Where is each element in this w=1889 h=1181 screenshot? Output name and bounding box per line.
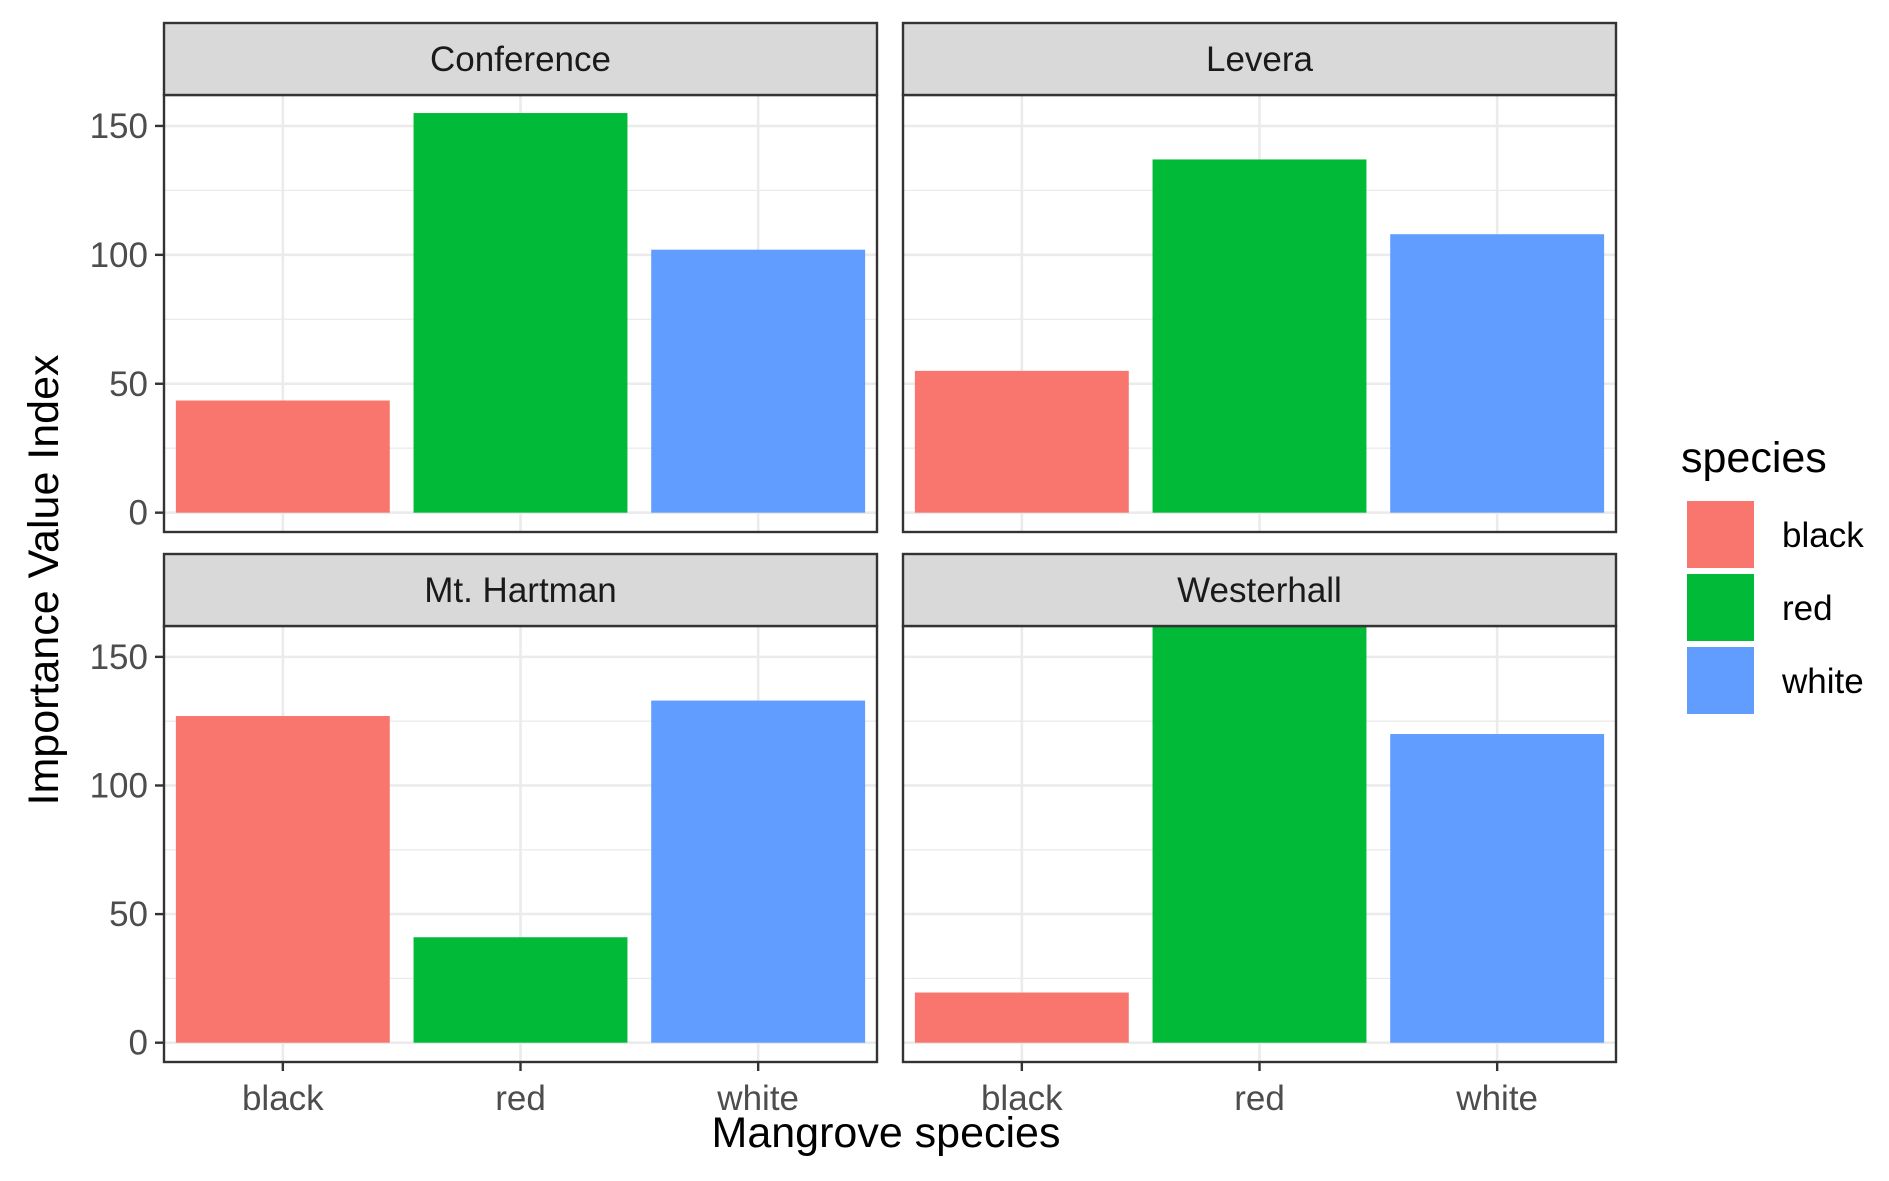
legend-key-red — [1687, 574, 1754, 641]
bar-conference-black — [175, 400, 390, 513]
panel-conference: Conference 0 50 100 150 — [90, 21, 879, 534]
facet-strip-label: Conference — [430, 40, 611, 79]
facet-strip-label: Mt. Hartman — [424, 571, 617, 610]
x-tick-label: red — [495, 1079, 546, 1118]
bar-conference-white — [651, 249, 866, 513]
bar-levera-red — [1152, 159, 1367, 513]
x-tick-label: red — [1234, 1079, 1285, 1118]
bar-mt-hartman-red — [413, 937, 628, 1043]
y-tick-label: 0 — [129, 1024, 148, 1063]
y-tick-label: 100 — [90, 236, 148, 275]
legend-label-white: white — [1781, 662, 1864, 701]
bar-mt-hartman-black — [175, 716, 390, 1043]
panel-levera: Levera — [901, 21, 1618, 534]
legend-title: species — [1681, 434, 1827, 482]
facet-panels: Conference 0 50 100 150 Levera Mt. Hartman 0 50 1… — [90, 21, 1618, 1118]
legend-label-black: black — [1782, 516, 1864, 555]
x-tick-label: white — [716, 1079, 799, 1118]
x-axis-title: Mangrove species — [712, 1109, 1061, 1157]
y-tick-label: 100 — [90, 766, 148, 805]
legend: species black red white — [1681, 434, 1864, 714]
legend-key-white — [1687, 647, 1754, 714]
x-tick-label: black — [981, 1079, 1063, 1118]
x-tick-label: black — [242, 1079, 324, 1118]
legend-key-black — [1687, 501, 1754, 568]
x-tick-label: white — [1455, 1079, 1538, 1118]
facet-strip — [162, 552, 879, 628]
bar-conference-red — [413, 113, 628, 513]
panel-westerhall: Westerhall black red white — [901, 552, 1618, 1118]
facet-strip-label: Levera — [1206, 40, 1314, 79]
facet-strip — [901, 21, 1618, 97]
y-tick-label: 150 — [90, 638, 148, 677]
bar-mt-hartman-white — [651, 700, 866, 1043]
panel-mt-hartman: Mt. Hartman 0 50 100 150 black red white — [90, 552, 879, 1118]
y-tick-label: 50 — [109, 365, 148, 404]
bar-westerhall-white — [1390, 734, 1605, 1043]
y-tick-label: 150 — [90, 107, 148, 146]
facet-strip — [162, 21, 879, 97]
bar-westerhall-red — [1152, 626, 1367, 1043]
facet-strip — [901, 552, 1618, 628]
facet-strip-label: Westerhall — [1177, 571, 1342, 610]
bar-levera-black — [914, 370, 1129, 513]
y-axis-title: Importance Value Index — [20, 354, 68, 805]
legend-label-red: red — [1782, 589, 1833, 628]
y-tick-label: 0 — [129, 494, 148, 533]
y-tick-label: 50 — [109, 895, 148, 934]
bar-westerhall-black — [914, 992, 1129, 1043]
bar-levera-white — [1390, 234, 1605, 513]
